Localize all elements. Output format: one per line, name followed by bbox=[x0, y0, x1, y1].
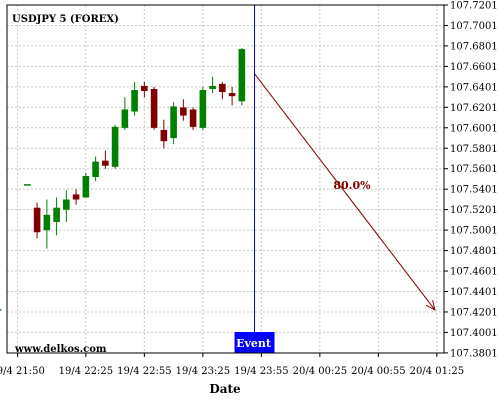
event-label: Event bbox=[236, 337, 272, 350]
candle-body bbox=[180, 107, 187, 116]
candle-body bbox=[82, 175, 90, 198]
candle-body bbox=[170, 106, 177, 139]
candle-body bbox=[189, 109, 197, 127]
candle bbox=[131, 81, 138, 116]
grid bbox=[7, 4, 444, 354]
y-tick-label: 107.3801 bbox=[450, 348, 498, 359]
candle-body bbox=[160, 129, 168, 142]
y-tick-label: 107.6201 bbox=[450, 103, 498, 114]
candle-body bbox=[72, 194, 80, 200]
plot-frame bbox=[6, 4, 445, 354]
candle-body bbox=[33, 207, 41, 233]
candle bbox=[92, 156, 99, 182]
x-axis: 19/4 21:50 19/4 22:25 19/4 22:55 19/4 23:25… bbox=[0, 353, 464, 377]
overlay: Event 80.0% bbox=[234, 5, 436, 353]
candle bbox=[160, 119, 168, 149]
y-tick-label: 107.5801 bbox=[450, 144, 498, 155]
x-tick-label: 19/4 23:55 bbox=[234, 366, 288, 377]
y-tick-label: 107.6401 bbox=[450, 82, 498, 93]
candle bbox=[82, 172, 90, 198]
candle bbox=[24, 184, 31, 186]
y-tick-label: 107.7001 bbox=[450, 21, 498, 32]
y-tick-label: 107.7201 bbox=[450, 1, 498, 12]
candle bbox=[219, 81, 226, 100]
candle bbox=[43, 199, 51, 249]
candle bbox=[72, 189, 80, 205]
event-box bbox=[234, 332, 275, 353]
y-tick-label: 107.4801 bbox=[450, 246, 498, 257]
chart-title: USDJPY 5 (FOREX) bbox=[12, 14, 119, 25]
candle-body bbox=[63, 199, 70, 210]
candle-body bbox=[219, 83, 226, 93]
y-tick-label: 107.5601 bbox=[450, 164, 498, 175]
candle-body bbox=[238, 49, 246, 102]
candle bbox=[0, 309, 2, 311]
y-axis: 107.7201 107.7001 107.6801 107.6601 107.6401… bbox=[444, 1, 498, 359]
y-tick-label: 107.4201 bbox=[450, 307, 498, 318]
x-tick-label: 19/4 22:25 bbox=[59, 366, 113, 377]
candle-body bbox=[131, 90, 138, 112]
candle bbox=[199, 86, 207, 130]
y-tick-label: 107.6601 bbox=[450, 62, 498, 73]
y-tick-label: 107.6801 bbox=[450, 41, 498, 52]
y-tick-label: 107.5201 bbox=[450, 205, 498, 216]
y-tick-label: 107.4001 bbox=[450, 328, 498, 339]
candle-body bbox=[209, 85, 216, 90]
y-tick-label: 107.5001 bbox=[450, 226, 498, 237]
x-tick-label: 19/4 22:55 bbox=[117, 366, 171, 377]
candle-body bbox=[102, 160, 109, 166]
watermark: www.delkos.com bbox=[14, 344, 107, 355]
candle bbox=[189, 107, 197, 130]
candles bbox=[0, 48, 246, 311]
y-tick-label: 107.5401 bbox=[450, 185, 498, 196]
candle-body bbox=[111, 126, 119, 167]
x-axis-title: Date bbox=[209, 382, 241, 396]
candle bbox=[170, 102, 177, 145]
candle-body bbox=[150, 89, 158, 128]
projection-line bbox=[254, 73, 436, 311]
candle-body bbox=[53, 207, 60, 223]
candle bbox=[33, 202, 41, 239]
candle-body bbox=[24, 184, 31, 186]
candle-body bbox=[92, 161, 99, 178]
x-tick-label: 20/4 00:55 bbox=[351, 366, 405, 377]
candle-body bbox=[121, 109, 129, 128]
candle bbox=[121, 97, 129, 130]
plot-area bbox=[7, 5, 444, 353]
candle bbox=[228, 86, 236, 106]
x-tick-label: 20/4 00:25 bbox=[293, 366, 347, 377]
candle-body bbox=[228, 93, 236, 97]
candle bbox=[238, 48, 246, 106]
candle-body bbox=[141, 85, 148, 92]
candle-body bbox=[0, 309, 2, 311]
candle-body bbox=[43, 214, 51, 231]
candle bbox=[180, 99, 187, 121]
candle bbox=[209, 76, 216, 94]
y-tick-label: 107.4401 bbox=[450, 287, 498, 298]
y-tick-label: 107.6001 bbox=[450, 123, 498, 134]
projection-arrowhead bbox=[425, 300, 436, 311]
y-tick-label: 107.4601 bbox=[450, 267, 498, 278]
candle bbox=[111, 124, 119, 169]
projection-label: 80.0% bbox=[333, 179, 371, 192]
candle-body bbox=[199, 90, 207, 128]
candle bbox=[63, 190, 70, 223]
x-tick-label: 19/4 21:50 bbox=[0, 366, 45, 377]
candle bbox=[150, 86, 158, 130]
candle bbox=[102, 150, 109, 169]
x-tick-label: 19/4 23:25 bbox=[176, 366, 230, 377]
candle bbox=[141, 81, 148, 98]
candle bbox=[53, 197, 60, 236]
x-tick-label: 20/4 01:25 bbox=[410, 366, 464, 377]
